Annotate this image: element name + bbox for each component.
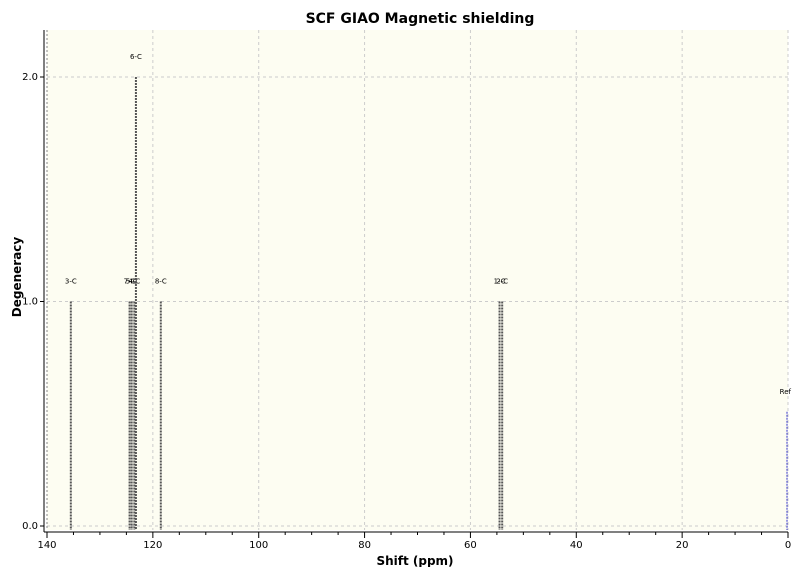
grid-lines	[47, 30, 789, 530]
y-tick-label: 1.0	[22, 297, 38, 308]
peak-label: 8-C	[155, 278, 167, 286]
x-axis-label: Shift (ppm)	[376, 554, 453, 567]
x-tick-label: 140	[37, 540, 56, 551]
x-tick-label: 60	[464, 540, 477, 551]
axes	[40, 30, 789, 538]
chart-title: SCF GIAO Magnetic shielding	[306, 11, 535, 27]
y-tick-label: 0.0	[22, 521, 38, 532]
x-tick-label: 120	[143, 540, 162, 551]
peak-label: 2-C	[496, 278, 508, 286]
peak-label: 4-C	[128, 278, 140, 286]
peak-label: 7-C	[124, 278, 136, 286]
x-tick-label: 100	[249, 540, 268, 551]
y-tick-label: 2.0	[22, 72, 38, 83]
tick-labels: 140 120 100 80 60 40 20 0 0.0 1.0 2.0	[22, 72, 791, 551]
peak-label: 6-C	[130, 53, 142, 61]
peak-label: 1-C	[494, 278, 506, 286]
x-tick-label: 20	[676, 540, 689, 551]
x-tick-label: 0	[785, 540, 791, 551]
x-tick-label: 80	[358, 540, 371, 551]
peak-lines: 3-C 7-C5-C4-C 6-C 8-C 1-C2-C Ref	[65, 53, 792, 530]
x-tick-label: 40	[570, 540, 583, 551]
peak-label: 5-C	[126, 278, 138, 286]
reference-label: Ref	[780, 388, 792, 396]
peak-label: 3-C	[65, 278, 77, 286]
plot-area	[47, 30, 788, 530]
y-axis-label: Degeneracy	[10, 237, 24, 318]
